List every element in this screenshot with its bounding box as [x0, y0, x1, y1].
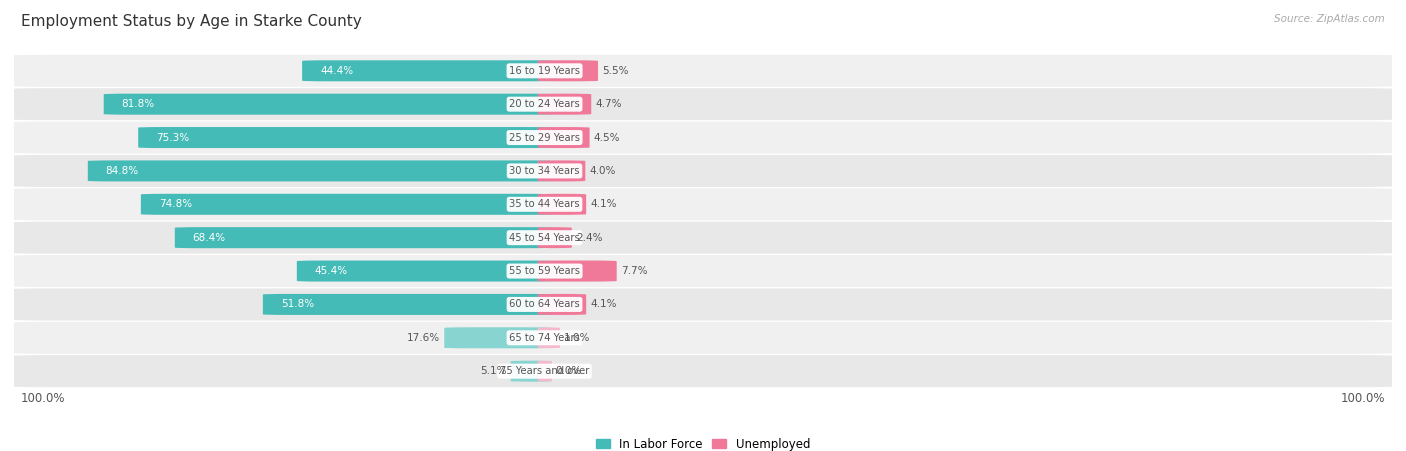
FancyBboxPatch shape: [537, 261, 617, 281]
Text: 45.4%: 45.4%: [315, 266, 347, 276]
FancyBboxPatch shape: [302, 60, 551, 81]
FancyBboxPatch shape: [537, 194, 586, 215]
Text: 51.8%: 51.8%: [281, 299, 314, 309]
FancyBboxPatch shape: [536, 327, 562, 348]
Text: 4.5%: 4.5%: [593, 133, 620, 143]
FancyBboxPatch shape: [7, 155, 1399, 187]
FancyBboxPatch shape: [7, 355, 1399, 387]
FancyBboxPatch shape: [537, 161, 585, 181]
Text: 100.0%: 100.0%: [1340, 392, 1385, 405]
FancyBboxPatch shape: [537, 294, 586, 315]
Text: 4.0%: 4.0%: [589, 166, 616, 176]
Text: 5.1%: 5.1%: [479, 366, 506, 376]
Text: 4.7%: 4.7%: [595, 99, 621, 109]
Text: Employment Status by Age in Starke County: Employment Status by Age in Starke Count…: [21, 14, 361, 28]
FancyBboxPatch shape: [537, 227, 572, 248]
FancyBboxPatch shape: [174, 227, 551, 248]
Text: 75 Years and over: 75 Years and over: [501, 366, 589, 376]
FancyBboxPatch shape: [7, 188, 1399, 221]
Text: 55 to 59 Years: 55 to 59 Years: [509, 266, 581, 276]
Text: 74.8%: 74.8%: [159, 199, 191, 209]
Legend: In Labor Force, Unemployed: In Labor Force, Unemployed: [591, 433, 815, 451]
FancyBboxPatch shape: [527, 361, 562, 382]
FancyBboxPatch shape: [510, 361, 551, 382]
FancyBboxPatch shape: [537, 94, 592, 115]
Text: 68.4%: 68.4%: [193, 233, 226, 243]
Text: 4.1%: 4.1%: [591, 199, 617, 209]
Text: 60 to 64 Years: 60 to 64 Years: [509, 299, 579, 309]
FancyBboxPatch shape: [7, 255, 1399, 287]
FancyBboxPatch shape: [537, 127, 589, 148]
Text: 17.6%: 17.6%: [406, 333, 440, 343]
Text: 16 to 19 Years: 16 to 19 Years: [509, 66, 581, 76]
Text: 25 to 29 Years: 25 to 29 Years: [509, 133, 581, 143]
Text: 45 to 54 Years: 45 to 54 Years: [509, 233, 579, 243]
Text: 100.0%: 100.0%: [21, 392, 66, 405]
FancyBboxPatch shape: [104, 94, 551, 115]
Text: 30 to 34 Years: 30 to 34 Years: [509, 166, 579, 176]
Text: 81.8%: 81.8%: [122, 99, 155, 109]
FancyBboxPatch shape: [7, 55, 1399, 87]
FancyBboxPatch shape: [297, 261, 551, 281]
FancyBboxPatch shape: [141, 194, 551, 215]
FancyBboxPatch shape: [263, 294, 551, 315]
FancyBboxPatch shape: [7, 88, 1399, 120]
Text: 44.4%: 44.4%: [321, 66, 353, 76]
Text: 84.8%: 84.8%: [105, 166, 139, 176]
Text: 4.1%: 4.1%: [591, 299, 617, 309]
Text: 65 to 74 Years: 65 to 74 Years: [509, 333, 581, 343]
FancyBboxPatch shape: [7, 221, 1399, 254]
Text: 7.7%: 7.7%: [621, 266, 647, 276]
Text: 5.5%: 5.5%: [602, 66, 628, 76]
FancyBboxPatch shape: [7, 121, 1399, 154]
Text: 20 to 24 Years: 20 to 24 Years: [509, 99, 579, 109]
Text: 1.0%: 1.0%: [564, 333, 591, 343]
FancyBboxPatch shape: [7, 288, 1399, 321]
Text: 35 to 44 Years: 35 to 44 Years: [509, 199, 579, 209]
Text: 75.3%: 75.3%: [156, 133, 190, 143]
FancyBboxPatch shape: [444, 327, 551, 348]
Text: Source: ZipAtlas.com: Source: ZipAtlas.com: [1274, 14, 1385, 23]
Text: 2.4%: 2.4%: [576, 233, 602, 243]
Text: 0.0%: 0.0%: [555, 366, 582, 376]
FancyBboxPatch shape: [7, 322, 1399, 354]
FancyBboxPatch shape: [87, 161, 551, 181]
FancyBboxPatch shape: [537, 60, 598, 81]
FancyBboxPatch shape: [138, 127, 551, 148]
